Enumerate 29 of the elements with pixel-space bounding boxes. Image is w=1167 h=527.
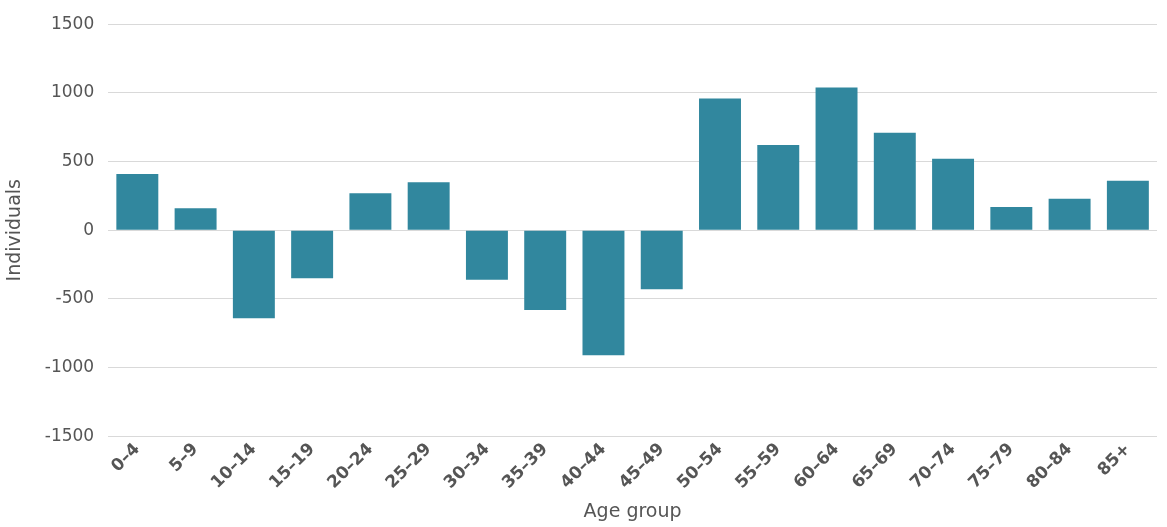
y-tick-label: -1500 — [44, 424, 95, 445]
y-axis-title: Individuals — [2, 179, 25, 282]
y-tick-label: 1500 — [50, 12, 95, 33]
x-tick-label: 5–9 — [164, 438, 202, 476]
bar — [873, 132, 916, 230]
bar — [699, 98, 741, 230]
y-tick-label: -1000 — [44, 356, 95, 377]
bar — [174, 208, 217, 230]
bar — [757, 145, 800, 230]
bar — [232, 230, 275, 319]
x-tick-label: 0–4 — [106, 438, 144, 476]
bar — [1048, 198, 1091, 230]
bar — [291, 230, 334, 279]
bar — [1106, 180, 1149, 230]
bar — [932, 158, 975, 230]
x-axis-title: Age group — [583, 498, 682, 521]
bar — [990, 206, 1033, 230]
bar — [815, 87, 858, 230]
y-tick-label: 500 — [61, 149, 95, 170]
bar — [116, 173, 159, 230]
bar — [640, 230, 683, 290]
bar — [524, 230, 567, 310]
bar — [465, 230, 508, 280]
bar — [349, 193, 392, 230]
y-tick-label: -500 — [55, 287, 95, 308]
bar — [407, 182, 450, 230]
y-tick-label: 0 — [83, 218, 95, 239]
y-tick-label: 1000 — [50, 81, 95, 102]
bar — [582, 230, 625, 356]
